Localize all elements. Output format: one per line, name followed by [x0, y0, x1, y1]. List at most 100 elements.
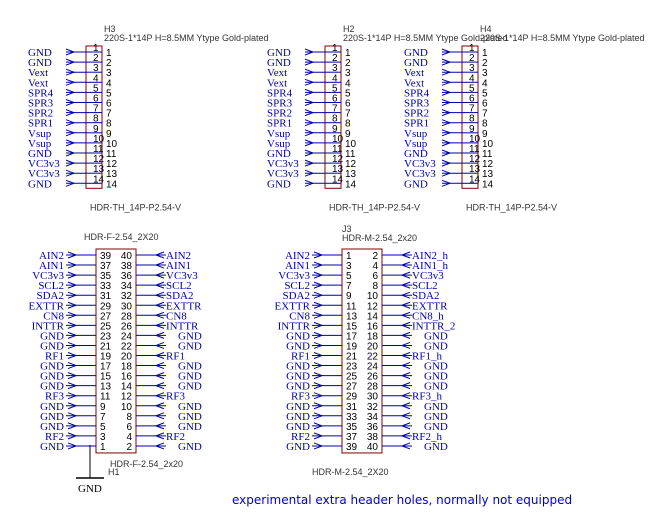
pin-arrow-icon — [154, 392, 165, 400]
net-label: GND — [404, 178, 428, 190]
pin-number-left: 1 — [100, 442, 106, 453]
net-label-left: CN8 — [43, 310, 64, 322]
net-label: SPR2 — [267, 108, 292, 120]
pin-number-left: 25 — [100, 321, 112, 332]
pin-number: 8 — [482, 119, 488, 130]
net-label-right: GND — [178, 441, 202, 453]
pin-arrow-icon — [154, 372, 165, 380]
net-label-left: RF3 — [45, 391, 64, 403]
net-label-left: GND — [286, 340, 310, 352]
pin-arrow-icon — [304, 48, 315, 56]
pin-number-inner: 1 — [469, 43, 475, 54]
net-label-left: CN8 — [289, 310, 310, 322]
pin-number: 3 — [345, 68, 351, 79]
pin-number-right: 30 — [121, 301, 133, 312]
pin-arrow-icon — [65, 119, 76, 127]
net-label-left: RF2 — [291, 431, 310, 443]
pin-arrow-icon — [313, 432, 324, 440]
pin-number-inner: 14 — [93, 174, 105, 185]
pin-number-inner: 8 — [469, 114, 475, 125]
pin-number-right: 6 — [372, 271, 378, 282]
pin-number: 4 — [482, 78, 488, 89]
pin-arrow-icon — [400, 311, 411, 319]
pin-arrow-icon — [304, 129, 315, 137]
pin-number-right: 8 — [126, 412, 132, 423]
pin-number-right: 26 — [121, 321, 133, 332]
pin-number-left: 9 — [100, 402, 106, 413]
pin-arrow-icon — [304, 159, 315, 167]
pin-number: 11 — [482, 149, 493, 160]
net-label-left: GND — [40, 330, 64, 342]
pin-arrow-icon — [67, 331, 78, 339]
pin-number-left: 7 — [346, 281, 352, 292]
pin-number-left: 29 — [100, 301, 112, 312]
net-label-left: RF3 — [291, 391, 310, 403]
pin-number-right: 32 — [121, 291, 133, 302]
net-label: Vsup — [267, 138, 291, 150]
pin-number-inner: 11 — [469, 144, 480, 155]
net-label: Vext — [404, 77, 424, 89]
pin-number-left: 1 — [346, 251, 352, 262]
pin-number-right: 14 — [367, 311, 379, 322]
pin-number-inner: 12 — [469, 154, 481, 165]
designator-label: H1 — [108, 467, 120, 477]
pin-number-inner: 9 — [469, 124, 475, 135]
pin-arrow-icon — [154, 331, 165, 339]
pin-arrow-icon — [65, 68, 76, 76]
net-label-left: GND — [286, 421, 310, 433]
net-label: Vext — [404, 67, 424, 79]
net-label-right: GND — [424, 401, 448, 413]
pin-arrow-icon — [304, 109, 315, 117]
net-label-right: RF3_h — [412, 391, 442, 403]
pin-arrow-icon — [400, 422, 411, 430]
pin-number-inner: 10 — [332, 134, 344, 145]
pin-arrow-icon — [441, 58, 452, 66]
net-label-right: GND — [178, 411, 202, 423]
pin-number-right: 38 — [121, 261, 133, 272]
pin-number-inner: 4 — [332, 73, 338, 84]
pin-number: 7 — [482, 109, 488, 120]
note-text: experimental extra header holes, normall… — [232, 493, 572, 507]
comment-label: 220S-1*14P H=8.5MM Ytype Gold-plated — [104, 33, 269, 43]
pin-arrow-icon — [67, 372, 78, 380]
pin-number-right: 2 — [126, 442, 132, 453]
pin-arrow-icon — [313, 281, 324, 289]
net-label: Vsup — [28, 128, 52, 140]
pin-arrow-icon — [154, 291, 165, 299]
pin-arrow-icon — [154, 321, 165, 329]
pin-arrow-icon — [304, 78, 315, 86]
net-label: SPR4 — [404, 87, 430, 99]
pin-arrow-icon — [441, 99, 452, 106]
pin-number-inner: 14 — [469, 174, 481, 185]
pin-number-left: 3 — [346, 261, 352, 272]
pin-arrow-icon — [313, 321, 324, 329]
pin-arrow-icon — [154, 422, 165, 430]
pin-number: 2 — [345, 58, 351, 69]
net-label: VC3v3 — [404, 168, 436, 180]
pin-number-right: 22 — [121, 341, 133, 352]
pin-number: 9 — [482, 129, 488, 140]
footprint-label: HDR-M-2.54_2X20 — [312, 467, 389, 477]
pin-number-right: 28 — [121, 311, 133, 322]
pin-number-left: 19 — [100, 352, 112, 363]
pin-number: 5 — [345, 88, 351, 99]
net-label-left: GND — [40, 340, 64, 352]
net-label-left: VC3v3 — [278, 270, 310, 282]
pin-number-right: 10 — [367, 291, 379, 302]
pin-number-inner: 8 — [332, 114, 338, 125]
part-label: HDR-M-2.54_2x20 — [342, 233, 417, 243]
net-label: GND — [28, 47, 52, 59]
pin-arrow-icon — [304, 179, 315, 187]
pin-arrow-icon — [441, 169, 452, 177]
pin-arrow-icon — [441, 149, 452, 157]
net-label: GND — [404, 148, 428, 160]
pin-number-inner: 12 — [332, 154, 344, 165]
pin-arrow-icon — [400, 352, 411, 359]
pin-number-inner: 10 — [93, 134, 105, 145]
pin-number-left: 9 — [346, 291, 352, 302]
net-label-right: RF1 — [166, 351, 185, 363]
net-label: Vsup — [267, 128, 291, 140]
pin-number-left: 19 — [346, 341, 358, 352]
pin-number: 12 — [482, 159, 494, 170]
ground-label: GND — [78, 483, 102, 495]
